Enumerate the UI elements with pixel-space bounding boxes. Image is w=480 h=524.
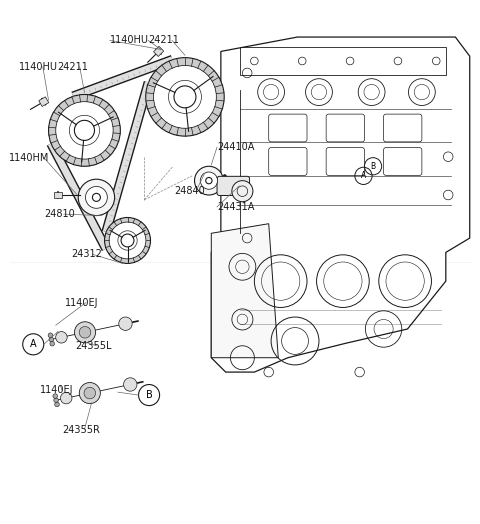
Circle shape: [118, 231, 137, 250]
Text: B: B: [146, 390, 153, 400]
Text: 1140EJ: 1140EJ: [65, 298, 99, 308]
Circle shape: [84, 387, 96, 399]
Text: A: A: [30, 340, 36, 350]
Circle shape: [119, 317, 132, 331]
Circle shape: [232, 181, 253, 202]
Circle shape: [53, 394, 58, 398]
Circle shape: [78, 179, 115, 215]
Circle shape: [168, 80, 202, 113]
Circle shape: [49, 337, 54, 342]
Circle shape: [79, 326, 91, 338]
Text: 24410A: 24410A: [217, 142, 254, 152]
Circle shape: [56, 102, 113, 159]
Circle shape: [123, 378, 137, 391]
Text: 24840: 24840: [174, 186, 205, 196]
Text: A: A: [361, 171, 366, 180]
Circle shape: [85, 187, 108, 209]
Circle shape: [48, 94, 120, 166]
Text: 1140EJ: 1140EJ: [40, 385, 74, 395]
Polygon shape: [39, 97, 49, 106]
Polygon shape: [154, 46, 164, 57]
Text: 24431A: 24431A: [217, 202, 254, 212]
Circle shape: [146, 58, 224, 136]
Polygon shape: [54, 192, 62, 199]
Circle shape: [74, 322, 96, 343]
Text: 24355L: 24355L: [75, 341, 111, 351]
Circle shape: [55, 402, 60, 407]
Circle shape: [206, 178, 212, 184]
Circle shape: [200, 172, 217, 189]
Text: 1140HM: 1140HM: [9, 152, 50, 162]
Circle shape: [93, 193, 100, 201]
Text: 24355R: 24355R: [62, 424, 100, 434]
Polygon shape: [211, 224, 278, 358]
Circle shape: [109, 222, 146, 259]
Circle shape: [194, 166, 223, 195]
Text: 24211: 24211: [57, 62, 88, 72]
Circle shape: [60, 392, 72, 404]
Circle shape: [79, 383, 100, 403]
Text: 24810: 24810: [44, 209, 74, 219]
Circle shape: [121, 234, 134, 247]
Circle shape: [154, 66, 216, 128]
Text: B: B: [371, 162, 376, 171]
Circle shape: [74, 121, 95, 140]
Circle shape: [54, 398, 59, 402]
Circle shape: [174, 86, 196, 108]
Text: 1140HU: 1140HU: [19, 62, 58, 72]
Text: 1140HU: 1140HU: [110, 36, 149, 46]
Circle shape: [48, 333, 53, 337]
Circle shape: [50, 341, 55, 346]
Text: 24312: 24312: [72, 249, 102, 259]
Circle shape: [105, 217, 151, 264]
Circle shape: [56, 332, 67, 343]
Polygon shape: [211, 37, 470, 372]
FancyBboxPatch shape: [217, 177, 250, 195]
Text: 24211: 24211: [148, 36, 179, 46]
Circle shape: [70, 115, 99, 146]
